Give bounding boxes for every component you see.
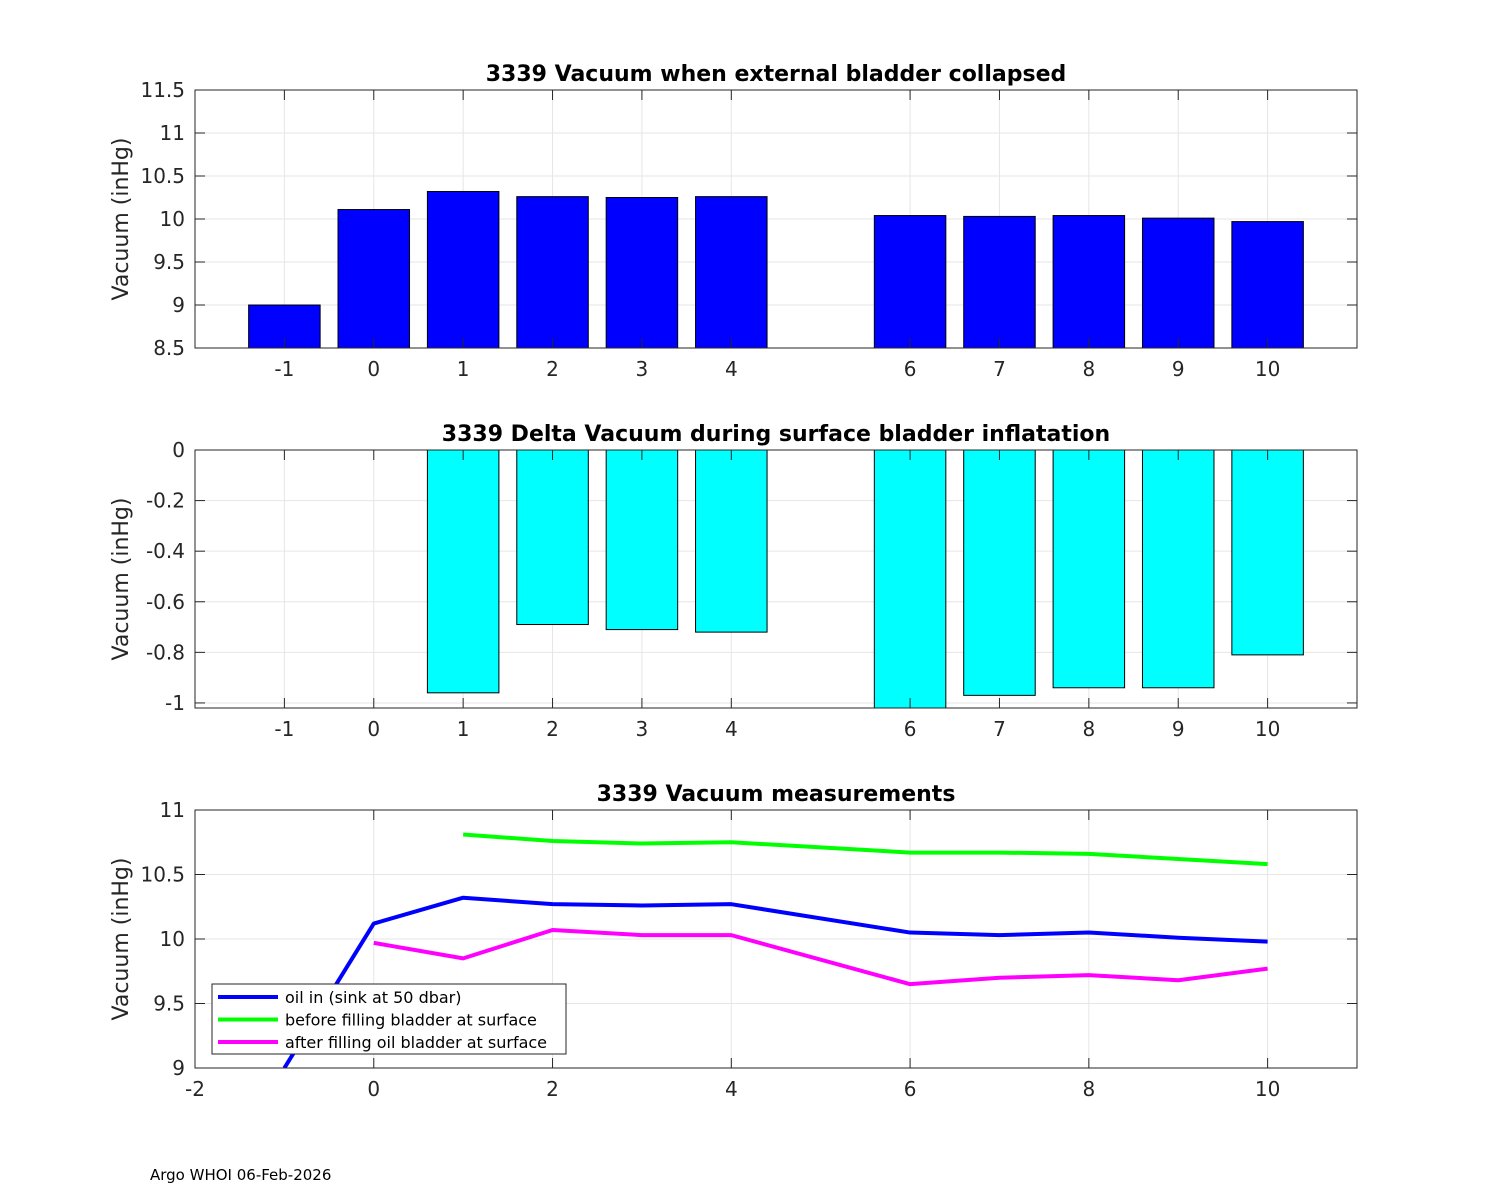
bar-0 <box>337 209 411 349</box>
bar-7 <box>963 449 1036 696</box>
y-tick-label: 11.5 <box>140 78 185 102</box>
x-tick-label: 9 <box>1172 357 1185 381</box>
bar-3 <box>605 197 679 349</box>
bar-8 <box>1052 449 1126 689</box>
chart-title: 3339 Vacuum measurements <box>597 782 956 807</box>
bar-10 <box>1231 449 1304 656</box>
y-tick-label: 10.5 <box>140 164 185 188</box>
y-axis-label: Vacuum (inHg) <box>109 498 134 661</box>
x-tick-label: 2 <box>546 1077 559 1101</box>
legend-label-2: before filling bladder at surface <box>285 1011 537 1030</box>
y-tick-label: 10 <box>160 927 185 951</box>
x-tick-label: 10 <box>1255 1077 1280 1101</box>
bar-6 <box>873 449 947 709</box>
bar-8 <box>1052 215 1126 349</box>
x-tick-label: 3 <box>636 357 649 381</box>
y-tick-label: 8.5 <box>153 336 185 360</box>
x-tick-label: 8 <box>1082 357 1095 381</box>
x-tick-label: -2 <box>185 1077 205 1101</box>
axes-box <box>194 449 1358 709</box>
legend: oil in (sink at 50 dbar) before filling b… <box>211 983 567 1055</box>
bar-4 <box>695 196 768 349</box>
x-tick-label: 3 <box>636 717 649 741</box>
footer-text: Argo WHOI 06-Feb-2026 <box>150 1166 332 1184</box>
x-tick-label: 1 <box>457 717 470 741</box>
x-tick-label: 6 <box>904 1077 917 1101</box>
x-tick-label: 1 <box>457 357 470 381</box>
x-tick-label: 8 <box>1082 1077 1095 1101</box>
x-tick-label: -1 <box>274 357 294 381</box>
bar-9 <box>1141 449 1215 689</box>
x-tick-label: 4 <box>725 357 738 381</box>
x-tick-label: 2 <box>546 717 559 741</box>
y-tick-label: 10.5 <box>140 863 185 887</box>
chart-title: 3339 Vacuum when external bladder collap… <box>486 62 1067 87</box>
bar-2 <box>516 449 589 626</box>
x-tick-label: 10 <box>1255 717 1280 741</box>
bar-4 <box>695 449 768 633</box>
x-tick-label: -1 <box>274 717 294 741</box>
x-tick-label: 0 <box>367 357 380 381</box>
legend-label-1: oil in (sink at 50 dbar) <box>285 988 462 1007</box>
bar-7 <box>963 215 1036 349</box>
bar-1 <box>426 190 500 349</box>
x-tick-label: 4 <box>725 1077 738 1101</box>
y-axis-label: Vacuum (inHg) <box>109 858 134 1021</box>
series-line-3 <box>373 927 1268 987</box>
chart-1: -1 0 1 2 3 4 6 7 8 9 10 8.5 9 9.5 10 10.5 11 11.5 3339 Vac… <box>109 62 1358 381</box>
bar-10 <box>1231 221 1304 349</box>
x-tick-label: 4 <box>725 717 738 741</box>
x-tick-label: 8 <box>1082 717 1095 741</box>
y-tick-label: 0 <box>172 438 185 462</box>
chart-2: -1 0 1 2 3 4 6 7 8 9 10 -1 -0.8 -0.6 -0.4 -0.2 0 3339 Del… <box>109 422 1358 741</box>
y-tick-label: 9 <box>172 293 185 317</box>
x-tick-label: 7 <box>993 357 1006 381</box>
x-tick-label: 6 <box>904 717 917 741</box>
y-tick-label: -1 <box>165 691 185 715</box>
y-axis-label: Vacuum (inHg) <box>109 138 134 301</box>
y-tick-label: 9 <box>172 1056 185 1080</box>
bar-2 <box>516 196 589 349</box>
chart-3: -2 0 2 4 6 8 10 9 9.5 10 10.5 11 3339 Vacuum measure… <box>109 782 1358 1101</box>
legend-label-3: after filling oil bladder at surface <box>285 1033 547 1052</box>
x-tick-label: 7 <box>993 717 1006 741</box>
chart-title: 3339 Delta Vacuum during surface bladder… <box>442 422 1110 447</box>
y-tick-label: 9.5 <box>153 992 185 1016</box>
y-tick-label: -0.8 <box>146 640 185 664</box>
bar-1 <box>426 449 500 694</box>
series-line-1 <box>282 895 1268 1068</box>
y-tick-label: -0.2 <box>146 489 185 513</box>
y-tick-label: 10 <box>160 207 185 231</box>
y-tick-label: -0.6 <box>146 590 185 614</box>
bar-6 <box>873 215 947 349</box>
x-tick-label: 9 <box>1172 717 1185 741</box>
y-tick-label: 9.5 <box>153 250 185 274</box>
y-tick-label: 11 <box>160 121 185 145</box>
y-tick-label: -0.4 <box>146 539 185 563</box>
x-tick-label: 6 <box>904 357 917 381</box>
x-tick-label: 0 <box>367 717 380 741</box>
x-tick-label: 2 <box>546 357 559 381</box>
bar-3 <box>605 449 679 631</box>
bar-9 <box>1141 217 1215 349</box>
x-tick-label: 0 <box>367 1077 380 1101</box>
series-line-2 <box>463 832 1268 867</box>
y-tick-label: 11 <box>160 798 185 822</box>
x-tick-label: 10 <box>1255 357 1280 381</box>
